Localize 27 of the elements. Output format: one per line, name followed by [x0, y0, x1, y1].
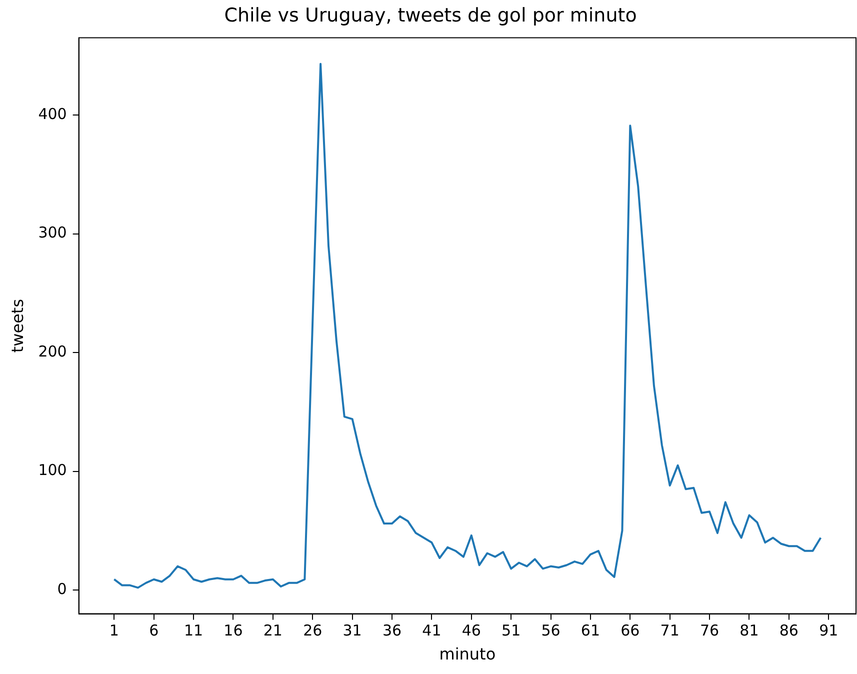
y-tick-label: 0: [57, 580, 67, 598]
y-tick-label: 200: [38, 342, 67, 360]
x-tick-label: 51: [502, 622, 521, 640]
x-tick-label: 66: [620, 622, 640, 640]
x-tick-label: 21: [263, 622, 282, 640]
x-tick-label: 26: [303, 622, 322, 640]
x-tick-label: 86: [779, 622, 798, 640]
x-tick-label: 91: [819, 622, 838, 640]
x-tick-label: 56: [541, 622, 560, 640]
y-tick-label: 400: [38, 104, 67, 123]
x-tick-label: 6: [149, 622, 159, 640]
x-tick-label: 76: [700, 622, 720, 640]
x-tick-label: 41: [422, 622, 442, 640]
x-axis-title: minuto: [439, 644, 496, 664]
x-tick-label: 61: [580, 622, 600, 640]
y-tick-label: 300: [38, 224, 67, 242]
x-tick-label: 81: [740, 622, 759, 640]
x-tick-label: 1: [109, 622, 119, 640]
x-tick-label: 36: [382, 622, 402, 640]
y-axis-title: tweets: [8, 298, 27, 353]
x-tick-label: 46: [462, 622, 481, 640]
x-tick-label: 71: [660, 622, 680, 640]
y-tick-label: 100: [38, 461, 67, 480]
x-tick-label: 16: [224, 622, 243, 640]
x-tick-label: 11: [184, 622, 204, 640]
chart-title: Chile vs Uruguay, tweets de gol por minuto: [224, 4, 637, 26]
x-tick-label: 31: [342, 622, 362, 640]
